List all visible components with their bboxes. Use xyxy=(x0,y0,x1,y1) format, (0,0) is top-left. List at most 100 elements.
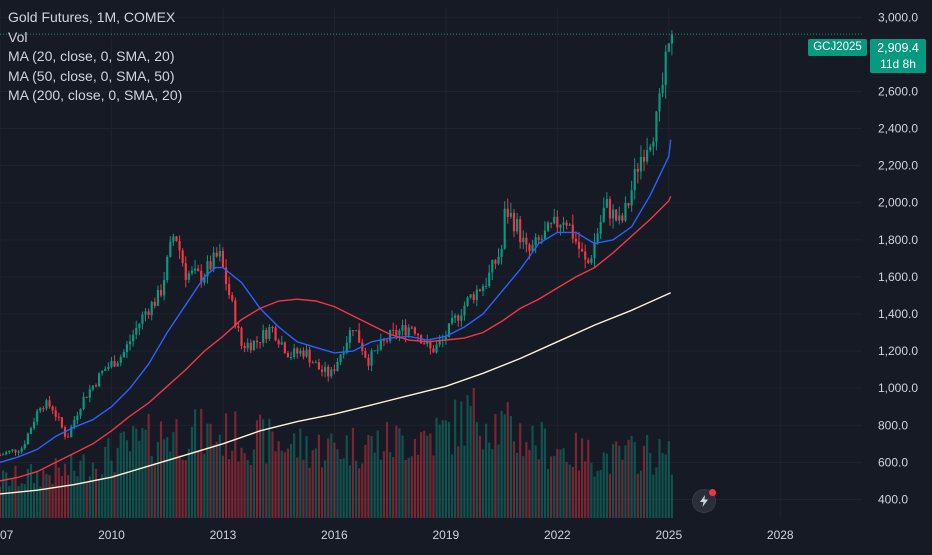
x-tick-label: 2013 xyxy=(210,528,237,542)
volume-bar xyxy=(432,455,435,518)
candle-body xyxy=(423,343,426,345)
y-tick-label: 2,400.0 xyxy=(878,122,918,136)
volume-bar xyxy=(624,445,627,518)
volume-bar xyxy=(382,451,386,518)
volume-bar xyxy=(0,486,2,518)
candle-body xyxy=(636,169,639,172)
lightning-bolt-icon[interactable] xyxy=(692,489,716,513)
price-axis[interactable]: 400.0 600.0 800.0 1,000.0 1,200.0 1,400.0 1,60… xyxy=(878,10,918,506)
volume-bar xyxy=(454,399,457,518)
volume-bar xyxy=(91,462,94,518)
volume-bar xyxy=(125,440,129,518)
candle-body xyxy=(466,297,469,306)
candle-body xyxy=(104,368,107,371)
legend-ma-50[interactable]: MA (50, close, 0, SMA, 50) xyxy=(8,67,175,84)
legend-ma-20[interactable]: MA (20, close, 0, SMA, 20) xyxy=(8,48,175,64)
candle-body xyxy=(0,454,2,456)
candle-body xyxy=(243,346,246,349)
volume-bar xyxy=(113,472,116,518)
volume-bar xyxy=(255,420,259,518)
candle-body xyxy=(475,289,478,300)
volume-bar xyxy=(243,453,246,518)
y-tick-label: 2,600.0 xyxy=(878,84,918,98)
candle-body xyxy=(392,329,395,331)
volume-bar xyxy=(447,421,451,518)
candle-body xyxy=(79,409,82,416)
legend-volume[interactable]: Vol xyxy=(8,28,28,45)
candle-body xyxy=(348,330,351,343)
candle-body xyxy=(172,236,175,242)
volume-bar xyxy=(299,428,302,518)
candle-body xyxy=(268,326,271,339)
candle-body xyxy=(262,330,265,343)
volume-bar xyxy=(73,470,76,518)
volume-bar xyxy=(602,452,605,518)
candle-body xyxy=(197,268,200,271)
candle-body xyxy=(184,263,187,280)
volume-bar xyxy=(494,414,497,518)
volume-bar xyxy=(237,461,240,518)
candle-body xyxy=(156,289,159,306)
candle-body xyxy=(460,315,463,321)
volume-bar xyxy=(599,469,602,518)
candle-body xyxy=(404,325,407,336)
volume-bar xyxy=(556,448,559,518)
volume-bar xyxy=(426,435,429,518)
volume-bar xyxy=(361,463,364,518)
volume-bar xyxy=(444,420,447,518)
candle-body xyxy=(553,216,556,224)
candle-body xyxy=(488,272,491,287)
candle-body xyxy=(611,209,615,219)
volume-bar xyxy=(153,462,156,518)
candle-body xyxy=(147,311,150,316)
candle-body xyxy=(259,342,262,344)
last-price-tag: 2,909.4 11d 8h xyxy=(870,39,926,73)
volume-bar xyxy=(420,432,423,518)
volume-bar xyxy=(5,472,8,518)
volume-bar xyxy=(497,444,500,518)
candle-body xyxy=(469,294,472,298)
volume-bar xyxy=(197,450,200,518)
volume-bar xyxy=(283,452,286,518)
volume-bar xyxy=(615,441,618,518)
candle-body xyxy=(60,417,64,428)
candle-body xyxy=(20,448,23,452)
time-axis[interactable]: 2007 2010 2013 2016 2019 2022 2025 2028 xyxy=(0,528,794,542)
candle-body xyxy=(150,301,153,316)
candle-body xyxy=(280,342,283,345)
candle-body xyxy=(289,356,293,358)
candle-body xyxy=(367,357,370,366)
candle-body xyxy=(664,51,667,85)
volume-bar xyxy=(571,466,574,518)
y-tick-label: 1,800.0 xyxy=(878,233,918,247)
candle-body xyxy=(435,344,438,353)
volume-bar xyxy=(506,401,509,518)
y-tick-label: 400.0 xyxy=(878,492,908,506)
candle-body xyxy=(339,354,342,362)
candle-body xyxy=(581,248,584,252)
volume-bar xyxy=(593,476,596,518)
volume-bar xyxy=(515,452,519,518)
legend-title[interactable]: Gold Futures, 1M, COMEX xyxy=(8,9,176,25)
candle-body xyxy=(447,323,451,337)
candle-body xyxy=(175,236,178,242)
volume-bar xyxy=(469,406,472,518)
candle-body xyxy=(296,348,299,354)
volume-bar xyxy=(342,458,345,518)
candle-body xyxy=(299,350,302,354)
candle-body xyxy=(122,352,125,358)
legend-ma-200[interactable]: MA (200, close, 0, SMA, 20) xyxy=(8,87,183,103)
candle-body xyxy=(314,362,317,364)
volume-bar xyxy=(633,442,636,518)
volume-bar xyxy=(661,453,664,518)
candle-body xyxy=(568,224,571,226)
x-tick-label: 2010 xyxy=(98,528,125,542)
candle-body xyxy=(206,261,209,277)
volume-bar xyxy=(302,459,305,518)
volume-bar xyxy=(351,427,355,518)
candle-body xyxy=(265,330,268,339)
volume-bar xyxy=(150,456,153,518)
volume-bar xyxy=(51,483,54,518)
